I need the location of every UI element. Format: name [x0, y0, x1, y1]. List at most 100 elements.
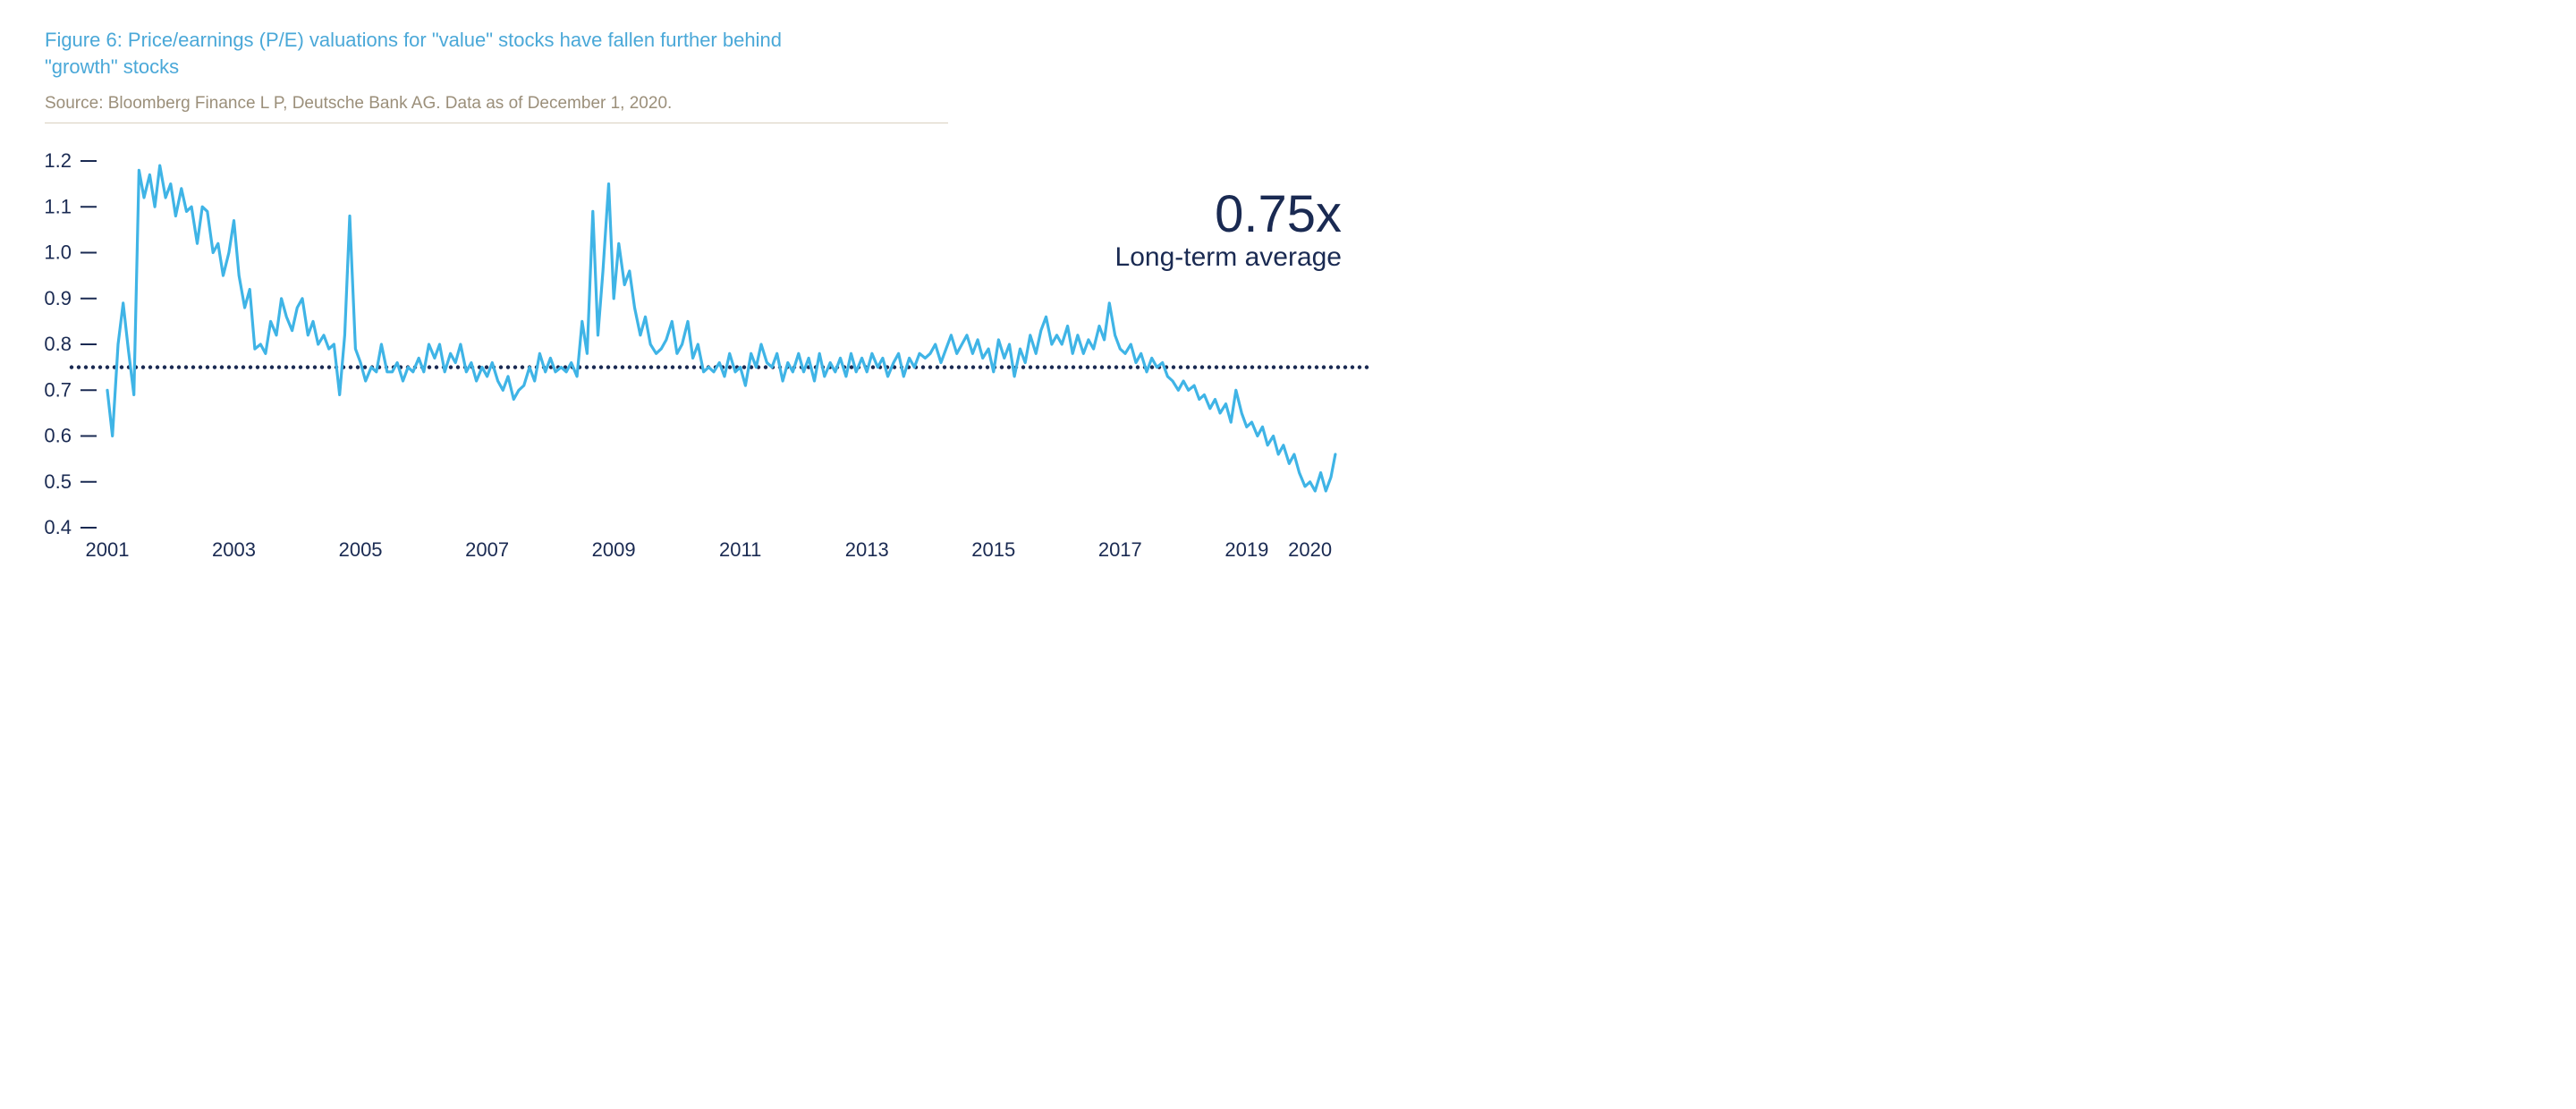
reference-dot [1243, 365, 1247, 368]
reference-dot [1043, 365, 1046, 368]
reference-dot [1021, 365, 1025, 368]
reference-dot [234, 365, 238, 368]
figure-container: Figure 6: Price/earnings (P/E) valuation… [0, 0, 1395, 599]
reference-dot [1343, 365, 1347, 368]
x-tick-label: 2007 [465, 538, 509, 561]
reference-dot [585, 365, 589, 368]
reference-dot [921, 365, 925, 368]
reference-dot [742, 365, 746, 368]
reference-dot [120, 365, 123, 368]
reference-dot [277, 365, 281, 368]
reference-dot [249, 365, 252, 368]
reference-dot [678, 365, 682, 368]
reference-dot [850, 365, 853, 368]
reference-dot [521, 365, 524, 368]
x-tick-label: 2005 [339, 538, 383, 561]
reference-dot [649, 365, 653, 368]
reference-dot [1186, 365, 1190, 368]
reference-dot [213, 365, 216, 368]
reference-dot [292, 365, 295, 368]
reference-dot [1293, 365, 1297, 368]
reference-dot [77, 365, 80, 368]
reference-dot [320, 365, 324, 368]
reference-dot [614, 365, 617, 368]
reference-dot [270, 365, 274, 368]
reference-dot [327, 365, 331, 368]
reference-dot [106, 365, 109, 368]
reference-dot [1236, 365, 1240, 368]
x-tick-label: 2011 [719, 538, 761, 561]
reference-dot [356, 365, 360, 368]
reference-dot [642, 365, 646, 368]
x-tick-label: 2001 [86, 538, 130, 561]
reference-dot [1222, 365, 1225, 368]
reference-dot [349, 365, 352, 368]
reference-dot [513, 365, 517, 368]
reference-dot [979, 365, 982, 368]
reference-dot [1000, 365, 1004, 368]
reference-dot [692, 365, 696, 368]
reference-dot [1064, 365, 1068, 368]
reference-dot [313, 365, 317, 368]
x-tick-label: 2015 [971, 538, 1015, 561]
reference-dot [1100, 365, 1104, 368]
reference-dot [1050, 365, 1054, 368]
reference-dot [1308, 365, 1311, 368]
reference-dot [1229, 365, 1233, 368]
reference-dot [685, 365, 689, 368]
reference-dot [499, 365, 503, 368]
reference-dot [599, 365, 603, 368]
reference-dot [1193, 365, 1197, 368]
reference-dot [84, 365, 88, 368]
reference-dot [1179, 365, 1182, 368]
reference-dot [177, 365, 181, 368]
reference-dot [449, 365, 453, 368]
reference-dot [184, 365, 188, 368]
reference-dot [1265, 365, 1268, 368]
reference-dot [1329, 365, 1333, 368]
x-tick-label: 2009 [592, 538, 636, 561]
reference-dot [628, 365, 631, 368]
reference-dot [928, 365, 932, 368]
reference-dot [871, 365, 875, 368]
y-tick-label: 0.4 [44, 516, 72, 538]
y-tick-label: 0.5 [44, 470, 72, 493]
reference-dot [1351, 365, 1354, 368]
reference-dot [1107, 365, 1111, 368]
x-tick-label: 2013 [845, 538, 889, 561]
reference-dot [1172, 365, 1175, 368]
reference-dot [156, 365, 159, 368]
reference-dot [971, 365, 975, 368]
reference-dot [764, 365, 767, 368]
reference-dot [98, 365, 102, 368]
reference-dot [1086, 365, 1089, 368]
reference-dot [1358, 365, 1361, 368]
reference-dot [141, 365, 145, 368]
reference-dot [943, 365, 946, 368]
y-tick-label: 0.9 [44, 287, 72, 309]
reference-dot [91, 365, 95, 368]
reference-dot [485, 365, 488, 368]
x-tick-label: 2019 [1224, 538, 1268, 561]
reference-dot [435, 365, 438, 368]
reference-dot [1365, 365, 1368, 368]
reference-dot [1057, 365, 1061, 368]
y-tick-label: 0.6 [44, 425, 72, 447]
reference-dot [1272, 365, 1275, 368]
reference-dot [1093, 365, 1097, 368]
reference-dot [1322, 365, 1326, 368]
y-tick-label: 1.1 [44, 195, 72, 217]
reference-dot [664, 365, 667, 368]
reference-dot [1208, 365, 1211, 368]
reference-dot [70, 365, 73, 368]
reference-dot [936, 365, 939, 368]
reference-dot [428, 365, 431, 368]
reference-dot [1215, 365, 1218, 368]
reference-dot [256, 365, 259, 368]
reference-dot [227, 365, 231, 368]
reference-dot [148, 365, 152, 368]
reference-dot [728, 365, 732, 368]
reference-dot [635, 365, 639, 368]
reference-dot [299, 365, 302, 368]
reference-dot [263, 365, 267, 368]
